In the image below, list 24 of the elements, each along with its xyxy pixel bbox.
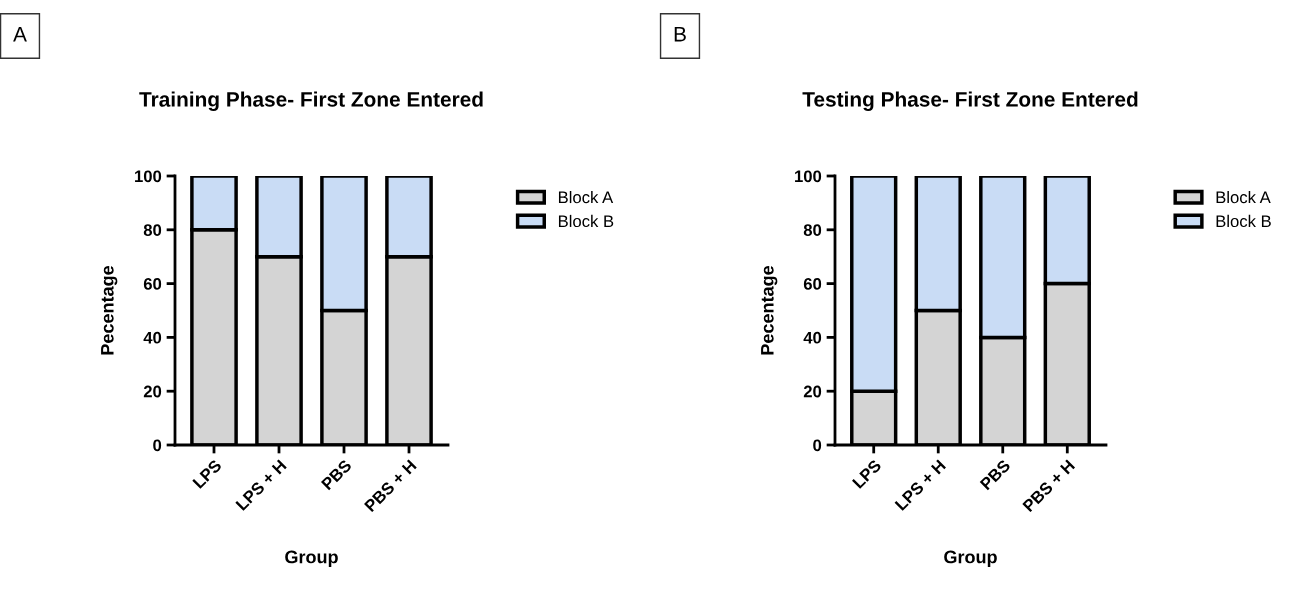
x-axis-title: Group <box>285 550 338 567</box>
y-tick-label: 0 <box>813 439 822 452</box>
y-tick-label: 0 <box>153 439 162 452</box>
y-tick-label: 100 <box>795 170 822 183</box>
text: A <box>13 27 27 42</box>
x-axis-title: Group <box>944 550 997 567</box>
y-tick-label: 80 <box>803 224 822 236</box>
legend-label: Block A <box>558 191 614 204</box>
legend-label: Block A <box>1216 191 1271 204</box>
y-tick-label: 60 <box>143 278 162 290</box>
y-axis-title: Pecentage <box>101 265 118 355</box>
y-tick-label: 100 <box>135 170 162 183</box>
chart-title: Testing Phase- First Zone Entered <box>802 91 1138 111</box>
y-tick-label: 60 <box>803 278 822 290</box>
y-tick-label: 20 <box>803 385 822 398</box>
chart-title: Training Phase- First Zone Entered <box>139 91 483 111</box>
legend-label: Block B <box>1216 214 1271 228</box>
y-tick-label: 80 <box>143 224 162 236</box>
y-tick-label: 40 <box>803 331 822 344</box>
y-axis-title: Pecentage <box>761 265 778 355</box>
y-tick-label: 40 <box>143 331 162 344</box>
text: B <box>674 27 686 42</box>
y-tick-label: 20 <box>143 385 162 398</box>
legend-label: Block B <box>558 214 614 228</box>
